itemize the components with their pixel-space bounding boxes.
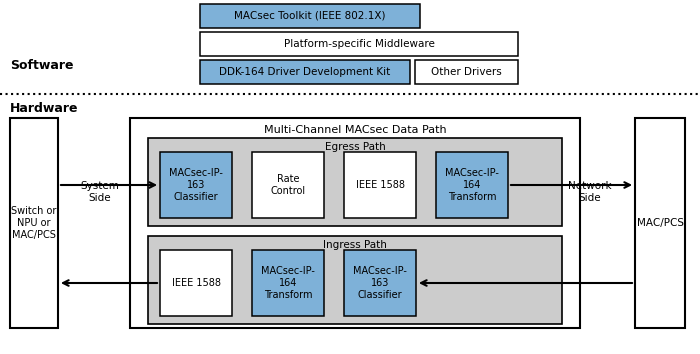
Text: Egress Path: Egress Path [325, 142, 386, 152]
Text: MACsec-IP-
163
Classifier: MACsec-IP- 163 Classifier [169, 169, 223, 201]
Bar [344, 152, 416, 218]
Text: IEEE 1588: IEEE 1588 [356, 180, 405, 190]
Bar [200, 32, 518, 56]
Bar [160, 250, 232, 316]
Bar [148, 236, 562, 324]
Bar [436, 152, 508, 218]
Bar [252, 152, 324, 218]
Text: Other Drivers: Other Drivers [431, 67, 502, 77]
Bar [148, 138, 562, 226]
Text: Hardware: Hardware [10, 102, 78, 115]
Text: Switch or
NPU or
MAC/PCS: Switch or NPU or MAC/PCS [11, 206, 57, 240]
Text: MACsec Toolkit (IEEE 802.1X): MACsec Toolkit (IEEE 802.1X) [234, 11, 386, 21]
Bar [130, 118, 580, 328]
Bar [160, 152, 232, 218]
Bar [415, 60, 518, 84]
Text: Ingress Path: Ingress Path [323, 240, 387, 250]
Bar [635, 118, 685, 328]
Bar [10, 118, 58, 328]
Text: DDK-164 Driver Development Kit: DDK-164 Driver Development Kit [219, 67, 391, 77]
Text: System
Side: System Side [80, 181, 120, 203]
Text: MACsec-IP-
164
Transform: MACsec-IP- 164 Transform [445, 169, 499, 201]
Text: Rate
Control: Rate Control [270, 174, 306, 196]
Text: MAC/PCS: MAC/PCS [636, 218, 683, 228]
Text: MACsec-IP-
163
Classifier: MACsec-IP- 163 Classifier [353, 267, 407, 299]
Bar [344, 250, 416, 316]
Text: Multi-Channel MACsec Data Path: Multi-Channel MACsec Data Path [264, 125, 447, 135]
Text: MACsec-IP-
164
Transform: MACsec-IP- 164 Transform [261, 267, 315, 299]
Bar [200, 60, 410, 84]
Text: Software: Software [10, 59, 74, 72]
Text: Platform-specific Middleware: Platform-specific Middleware [284, 39, 435, 49]
Text: IEEE 1588: IEEE 1588 [172, 278, 220, 288]
Bar [200, 4, 420, 28]
Bar [252, 250, 324, 316]
Text: Network
Side: Network Side [568, 181, 612, 203]
